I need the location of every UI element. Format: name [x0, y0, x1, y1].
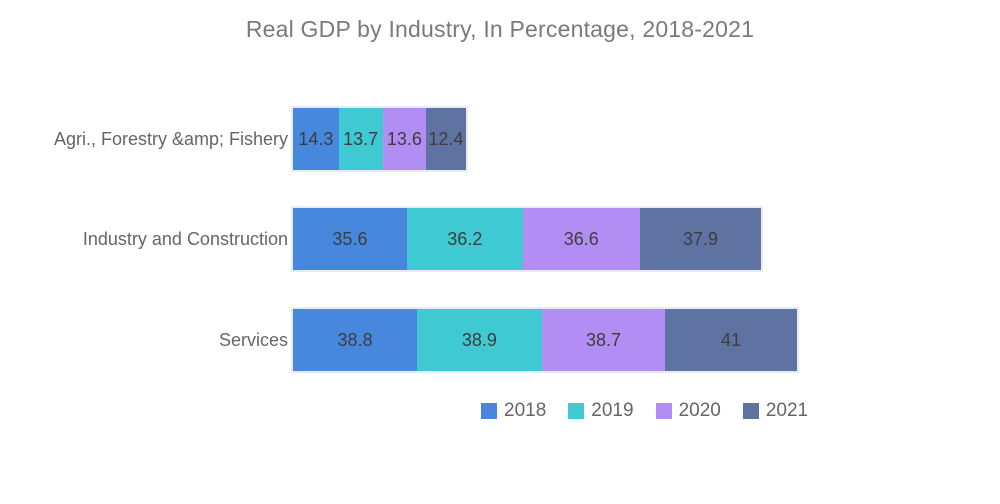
- bar-segment-2021[interactable]: 41: [665, 309, 797, 371]
- value-label: 38.8: [337, 329, 373, 350]
- legend-label: 2018: [504, 400, 547, 421]
- bar-segment-2019[interactable]: 13.7: [338, 108, 383, 170]
- bar-group: 38.8 38.9 38.7 41: [293, 309, 797, 371]
- value-label: 41: [721, 329, 742, 350]
- bar-segment-2021[interactable]: 12.4: [426, 108, 466, 170]
- value-label: 38.9: [461, 329, 497, 350]
- bar-segment-2018[interactable]: 38.8: [293, 309, 418, 371]
- value-label: 37.9: [682, 228, 718, 249]
- category-label: Services: [218, 329, 288, 350]
- bar-row: Agri., Forestry &amp; Fishery 14.3 13.7 13.…: [0, 108, 466, 170]
- value-label: 13.6: [386, 128, 422, 149]
- bar-segment-2021[interactable]: 37.9: [639, 208, 762, 270]
- legend-item-2020[interactable]: 2020: [655, 400, 721, 422]
- bar-segment-2020[interactable]: 36.6: [522, 208, 640, 270]
- value-label: 14.3: [298, 128, 334, 149]
- bar-segment-2019[interactable]: 36.2: [406, 208, 523, 270]
- legend-swatch-icon: [568, 403, 585, 419]
- bar-row: Services 38.8 38.9 38.7 41: [0, 309, 797, 371]
- value-label: 12.4: [428, 128, 464, 149]
- bar-segment-2019[interactable]: 38.9: [417, 309, 542, 371]
- legend-swatch-icon: [655, 403, 672, 419]
- legend-label: 2020: [678, 400, 721, 421]
- legend-swatch-icon: [742, 403, 759, 419]
- bar-group: 35.6 36.2 36.6 37.9: [293, 208, 762, 270]
- bar-segment-2018[interactable]: 35.6: [293, 208, 407, 270]
- bar-group: 14.3 13.7 13.6 12.4: [293, 108, 466, 170]
- legend-swatch-icon: [481, 403, 497, 419]
- category-label: Agri., Forestry &amp; Fishery: [53, 128, 288, 149]
- legend-item-2018[interactable]: 2018: [481, 400, 546, 422]
- bar-segment-2020[interactable]: 38.7: [541, 309, 666, 371]
- value-label: 38.7: [586, 329, 622, 350]
- bar-segment-2018[interactable]: 14.3: [293, 108, 339, 170]
- chart-title: Real GDP by Industry, In Percentage, 201…: [245, 16, 755, 42]
- value-label: 13.7: [343, 128, 379, 149]
- legend: 2018 2019 2020 2021: [481, 400, 808, 422]
- legend-item-2019[interactable]: 2019: [568, 400, 634, 422]
- value-label: 35.6: [332, 228, 368, 249]
- category-label: Industry and Construction: [82, 228, 288, 249]
- value-label: 36.6: [563, 228, 599, 249]
- value-label: 36.2: [447, 228, 483, 249]
- legend-label: 2021: [765, 400, 809, 421]
- bar-segment-2020[interactable]: 13.6: [382, 108, 427, 170]
- legend-label: 2019: [591, 400, 634, 421]
- legend-item-2021[interactable]: 2021: [742, 400, 809, 422]
- bar-row: Industry and Construction 35.6 36.2 36.6 37.…: [0, 208, 762, 270]
